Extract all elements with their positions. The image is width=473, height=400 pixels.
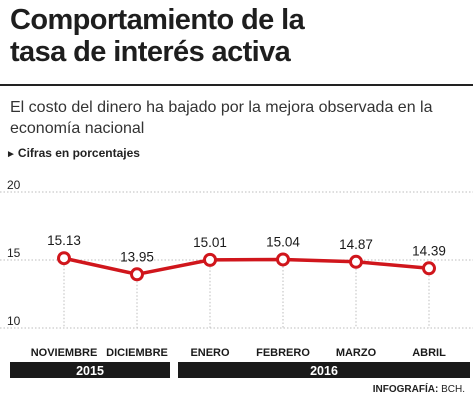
data-label: 15.04: [266, 234, 300, 249]
chart-title-line-2: tasa de interés activa: [10, 36, 291, 68]
chart-title-line-1: Comportamiento de la: [10, 4, 305, 36]
year-bar: [178, 362, 470, 378]
year-label: 2015: [76, 364, 104, 378]
units-label: ► Cifras en porcentajes: [6, 146, 140, 160]
data-point: [276, 252, 290, 267]
year-label: 2016: [310, 364, 338, 378]
data-label: 15.13: [47, 233, 81, 248]
units-text: Cifras en porcentajes: [17, 146, 140, 160]
data-label: 15.01: [193, 235, 227, 250]
chart-title: Comportamiento de la tasa de interés act…: [10, 4, 305, 68]
x-tick-label: MARZO: [336, 347, 377, 359]
data-point: [349, 254, 363, 269]
triangle-right-icon: ►: [6, 149, 16, 160]
data-point: [422, 261, 436, 276]
data-point: [57, 251, 71, 266]
data-label: 14.87: [339, 237, 373, 252]
y-tick-label: 10: [7, 314, 21, 328]
source-credit: INFOGRAFÍA: BCH.: [373, 384, 465, 395]
series-line: [62, 256, 431, 277]
data-label: 13.95: [120, 249, 154, 264]
x-tick-label: ENERO: [190, 347, 230, 359]
y-tick-label: 20: [7, 178, 21, 192]
x-tick-label: ABRIL: [412, 347, 446, 359]
chart-subtitle: El costo del dinero ha bajado por la mej…: [10, 99, 433, 137]
data-label: 14.39: [412, 243, 446, 258]
y-tick-label: 15: [7, 246, 21, 260]
header-divider: [0, 84, 473, 86]
credit-source: BCH.: [441, 384, 465, 395]
x-tick-label: NOVIEMBRE: [31, 347, 98, 359]
year-bar: [10, 362, 170, 378]
x-tick-label: FEBRERO: [256, 347, 310, 359]
data-point: [203, 252, 217, 267]
credit-label: INFOGRAFÍA:: [372, 384, 439, 395]
data-point: [130, 267, 144, 282]
x-tick-label: DICIEMBRE: [106, 347, 168, 359]
